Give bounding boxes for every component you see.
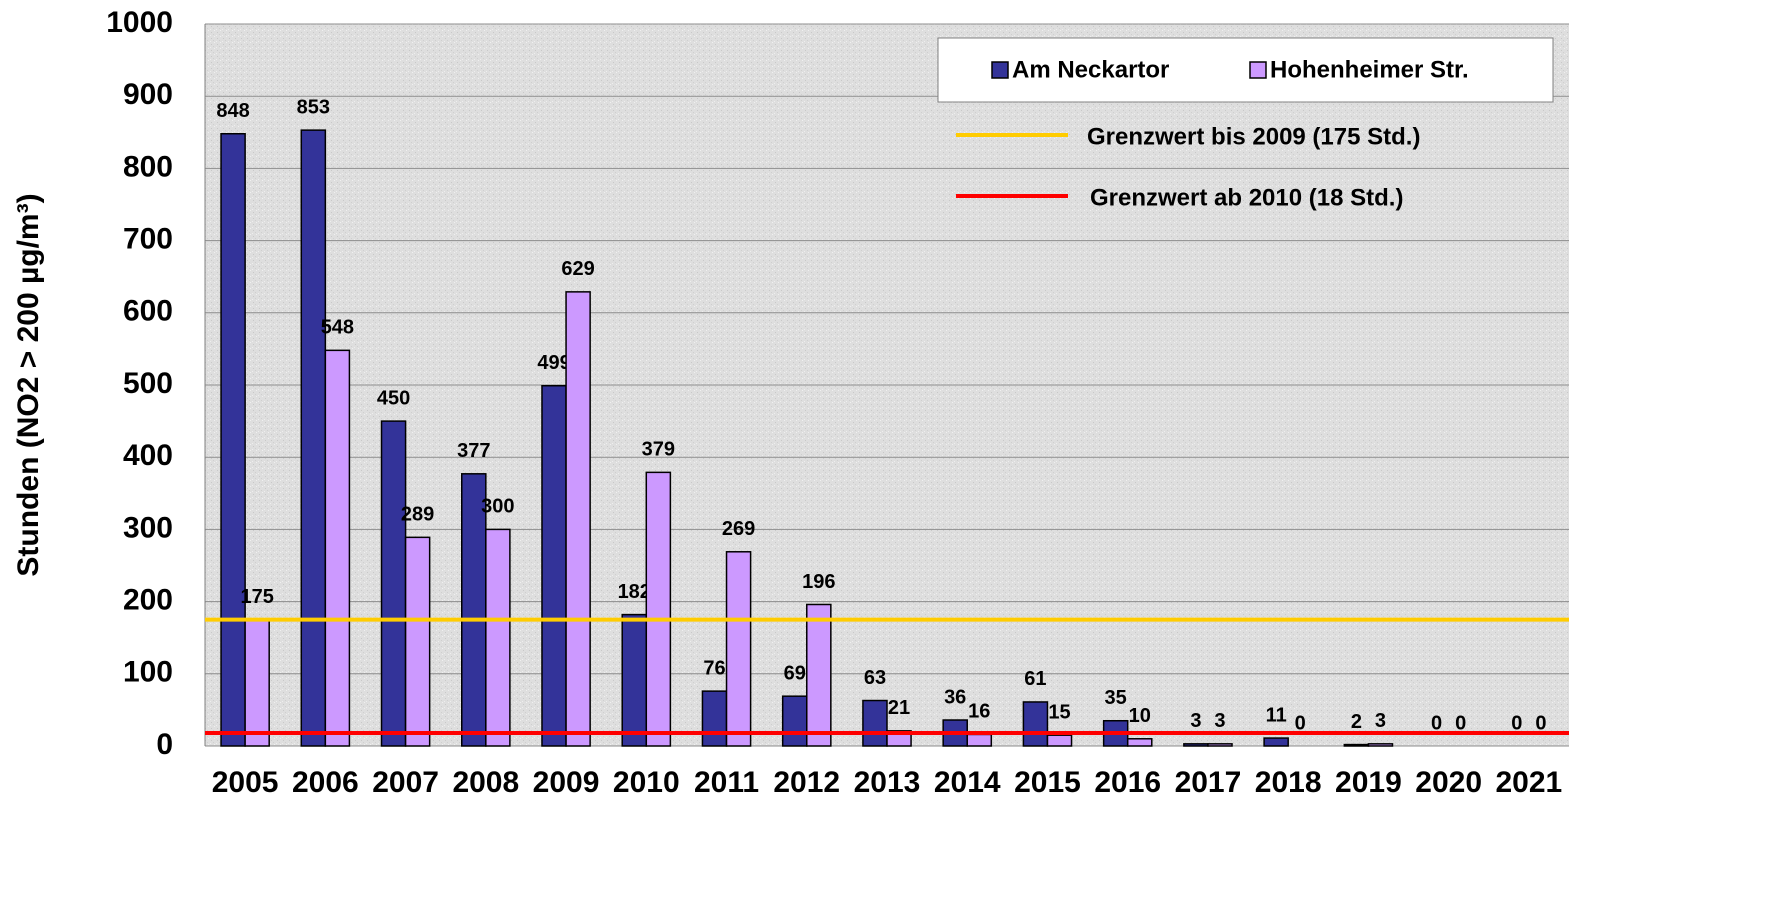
data-label: 0: [1535, 712, 1546, 734]
x-tick-label: 2016: [1094, 766, 1161, 799]
data-label: 300: [481, 496, 514, 518]
y-tick-label: 700: [123, 223, 173, 256]
data-label: 16: [968, 701, 990, 723]
data-label: 21: [888, 697, 910, 719]
bar: [966, 733, 993, 747]
bar: [485, 528, 511, 747]
legend-label: Am Neckartor: [1012, 56, 1169, 83]
data-label: 69: [784, 662, 806, 684]
data-label: 2: [1351, 711, 1362, 733]
bar: [1022, 701, 1049, 747]
bar: [244, 618, 270, 747]
data-label: 76: [703, 657, 725, 679]
data-label: 61: [1024, 668, 1046, 690]
reference-legend-label: Grenzwert bis 2009 (175 Std.): [1087, 123, 1420, 150]
x-tick-label: 2021: [1496, 766, 1563, 799]
data-label: 853: [297, 96, 330, 118]
bar: [1126, 738, 1153, 747]
data-label: 377: [457, 440, 490, 462]
data-label: 196: [802, 571, 835, 593]
bar: [781, 695, 808, 747]
x-tick-label: 2005: [212, 766, 279, 799]
legend-swatch: [1249, 61, 1267, 79]
y-tick-label: 0: [156, 728, 173, 761]
data-label: 3: [1214, 710, 1225, 732]
data-label: 36: [944, 686, 966, 708]
x-tick-label: 2006: [292, 766, 359, 799]
bar: [621, 613, 648, 747]
y-tick-label: 300: [123, 511, 173, 544]
data-label: 289: [401, 504, 434, 526]
data-label: 269: [722, 518, 755, 540]
legend-box: [937, 37, 1554, 103]
bar: [380, 420, 407, 747]
x-tick-label: 2014: [934, 766, 1001, 799]
bar: [725, 551, 752, 747]
x-tick-label: 2008: [452, 766, 519, 799]
x-tick-label: 2017: [1175, 766, 1242, 799]
data-label: 0: [1295, 712, 1306, 734]
y-tick-label: 900: [123, 78, 173, 111]
bar: [541, 384, 567, 747]
legend-label: Hohenheimer Str.: [1270, 56, 1469, 83]
x-tick-label: 2010: [613, 766, 680, 799]
y-tick-label: 1000: [106, 6, 173, 39]
bar: [1367, 743, 1394, 747]
data-label: 3: [1190, 710, 1201, 732]
y-tick-label: 500: [123, 367, 173, 400]
bar: [461, 473, 487, 747]
data-label: 450: [377, 387, 410, 409]
reference-legend-label: Grenzwert ab 2010 (18 Std.): [1090, 184, 1403, 211]
bar: [324, 349, 351, 747]
bar: [404, 536, 431, 747]
data-label: 175: [240, 586, 273, 608]
x-tick-label: 2018: [1255, 766, 1322, 799]
data-label: 15: [1048, 701, 1070, 723]
data-label: 629: [561, 258, 594, 280]
y-tick-label: 800: [123, 150, 173, 183]
bar: [1263, 737, 1289, 747]
x-tick-label: 2019: [1335, 766, 1402, 799]
y-tick-label: 100: [123, 656, 173, 689]
bar: [645, 471, 672, 747]
data-label: 10: [1129, 705, 1151, 727]
data-label: 0: [1511, 712, 1522, 734]
y-tick-label: 400: [123, 439, 173, 472]
x-tick-label: 2020: [1415, 766, 1482, 799]
bar: [220, 132, 246, 747]
y-tick-label: 600: [123, 295, 173, 328]
bar: [300, 129, 327, 747]
data-label: 11: [1266, 704, 1287, 726]
data-label: 35: [1105, 687, 1127, 709]
legend-swatch: [991, 61, 1009, 79]
data-label: 848: [216, 100, 249, 122]
data-label: 0: [1455, 712, 1466, 734]
data-label: 548: [321, 317, 354, 339]
bar: [1207, 743, 1233, 747]
data-label: 3: [1375, 710, 1386, 732]
data-label: 379: [642, 439, 675, 461]
x-tick-label: 2013: [854, 766, 921, 799]
bar: [1046, 734, 1073, 747]
y-axis-label: Stunden (NO2 > 200 µg/m³): [12, 193, 45, 576]
x-tick-label: 2011: [694, 766, 759, 799]
data-label: 0: [1431, 712, 1442, 734]
data-label: 499: [537, 352, 570, 374]
bar: [1183, 743, 1209, 747]
x-tick-label: 2012: [773, 766, 840, 799]
data-label: 63: [864, 667, 886, 689]
x-tick-label: 2009: [533, 766, 600, 799]
bar: [701, 690, 728, 747]
data-label: 182: [618, 581, 651, 603]
x-tick-label: 2015: [1014, 766, 1081, 799]
x-tick-label: 2007: [372, 766, 439, 799]
bar: [806, 603, 832, 747]
y-tick-label: 200: [123, 584, 173, 617]
bar: [1343, 743, 1370, 747]
bar: [565, 291, 591, 747]
bar: [862, 699, 888, 747]
